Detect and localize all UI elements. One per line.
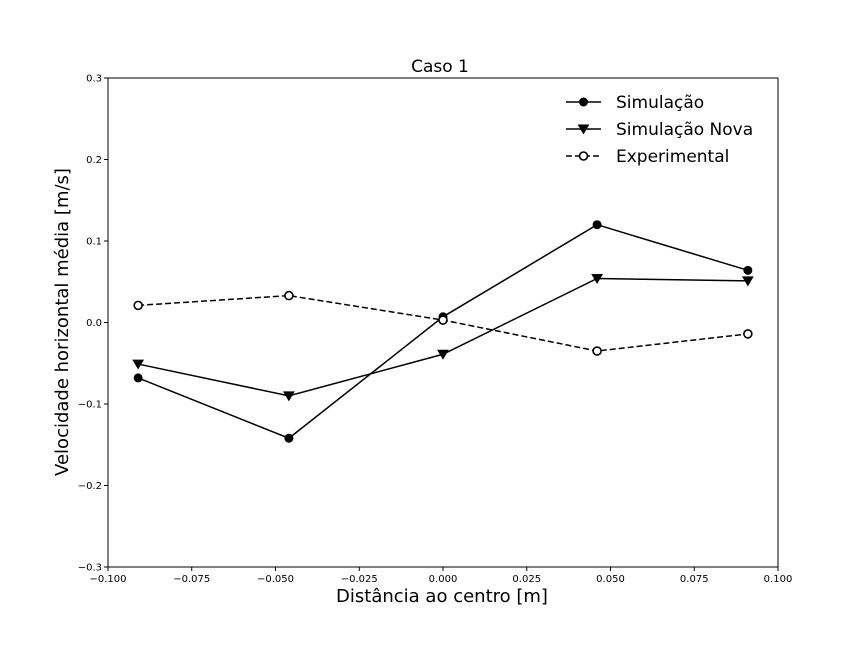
x-tick-label: 0.050 <box>596 574 625 585</box>
legend: Simulação Simulação Nova Experimental <box>566 93 753 167</box>
x-tick-label: −0.100 <box>89 574 126 585</box>
x-tick-label: 0.025 <box>512 574 541 585</box>
series-1-point <box>284 433 294 443</box>
x-axis-label: Distância ao centro [m] <box>336 586 548 607</box>
series-3-point <box>438 315 448 325</box>
series-3-point <box>133 300 143 311</box>
legend-item-1-label: Simulação <box>616 93 704 113</box>
y-tick-label: 0.0 <box>86 318 102 329</box>
series-3-point <box>284 290 294 301</box>
series-1-point <box>133 373 143 383</box>
y-axis-label: Velocidade horizontal média [m/s] <box>52 168 73 476</box>
series-2-line <box>137 277 748 397</box>
y-tick-label: −0.3 <box>78 563 102 574</box>
series-1-line <box>137 223 749 440</box>
series-1-point <box>743 265 753 275</box>
y-tick-label: 0.2 <box>86 155 102 166</box>
y-tick-label: −0.2 <box>78 481 102 492</box>
series-3-point <box>743 329 753 339</box>
legend-item-1-marker <box>579 97 588 107</box>
series-3-point <box>592 346 602 356</box>
series-2-point <box>283 391 295 402</box>
series-1-point <box>592 220 602 230</box>
x-tick-label: −0.075 <box>173 574 210 585</box>
chart-title: Caso 1 <box>411 57 469 77</box>
y-tick-label: 0.3 <box>86 74 102 85</box>
series-2-point <box>591 273 603 284</box>
series-2-point <box>741 276 754 287</box>
legend-item-2-label: Simulação Nova <box>616 120 753 140</box>
series-2-point <box>132 359 145 370</box>
x-tick-label: 0.075 <box>680 574 709 585</box>
y-tick-label: −0.1 <box>78 400 102 411</box>
y-tick-label: 0.1 <box>86 237 102 248</box>
plot-area: −0.100 −0.075 −0.050 −0.025 0.000 0.025 0.050 0… <box>78 74 793 586</box>
legend-item-3-marker <box>578 151 589 161</box>
legend-item-2-marker <box>577 124 590 135</box>
x-tick-label: −0.025 <box>341 574 378 585</box>
x-tick-label: 0.100 <box>764 574 793 585</box>
x-tick-label: −0.050 <box>257 574 294 585</box>
x-tick-label: 0.000 <box>429 574 458 585</box>
series-2-point <box>437 349 449 360</box>
legend-item-3-label: Experimental <box>616 147 729 167</box>
